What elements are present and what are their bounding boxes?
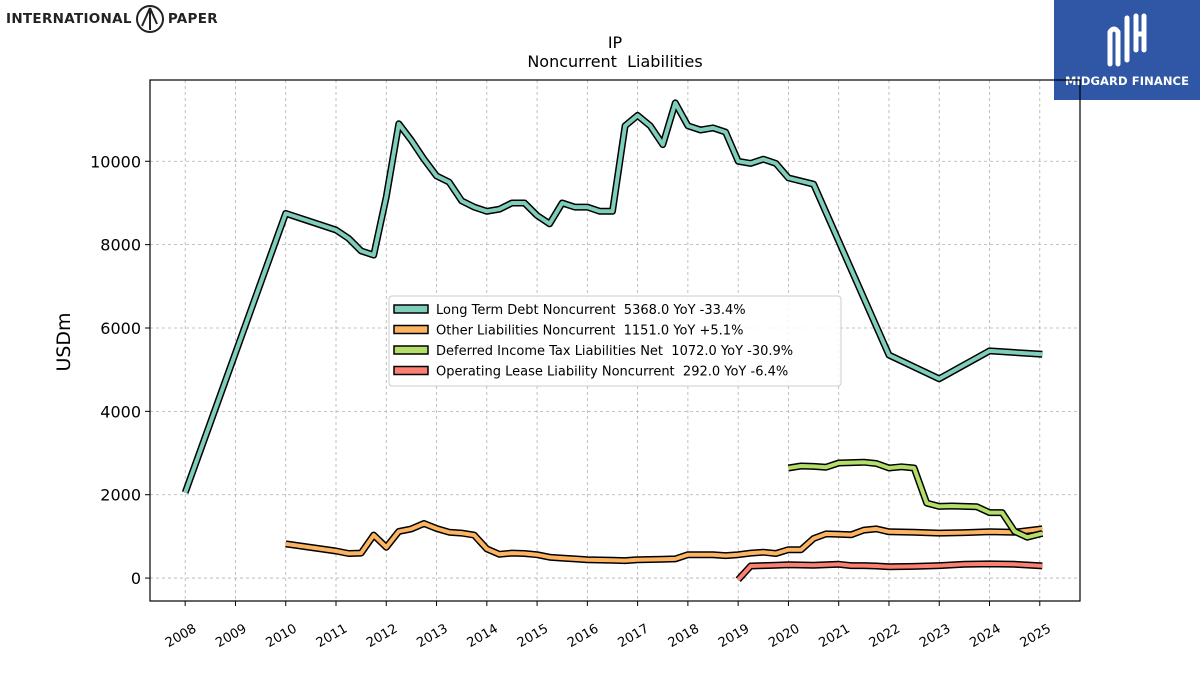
logo-word-international: INTERNATIONAL [6, 11, 132, 27]
x-tick-label: 2010 [264, 621, 300, 651]
y-axis-label: USDm [53, 312, 75, 371]
y-tick-label: 8000 [100, 236, 141, 255]
series-line [183, 100, 1043, 494]
x-tick-label: 2012 [364, 621, 400, 651]
x-tick-label: 2014 [465, 621, 501, 651]
legend-swatch [393, 304, 429, 314]
x-tick-label: 2015 [515, 621, 551, 651]
chart-title: IP [608, 33, 623, 52]
y-tick-label: 10000 [90, 152, 141, 171]
y-tick-label: 6000 [100, 319, 141, 338]
x-tick-label: 2022 [867, 621, 903, 651]
x-tick-label: 2008 [163, 621, 199, 651]
x-tick-label: 2020 [766, 621, 802, 651]
x-tick-label: 2021 [817, 621, 853, 651]
legend-swatch [393, 324, 429, 335]
x-tick-label: 2025 [1018, 621, 1054, 651]
x-tick-label: 2017 [615, 621, 651, 651]
legend-label: Long Term Debt Noncurrent 5368.0 YoY -33… [436, 303, 746, 318]
midgard-finance-logo: MIDGARD FINANCE [1054, 0, 1200, 100]
logo-word-paper: PAPER [167, 11, 218, 27]
x-tick-label: 2023 [917, 621, 953, 651]
x-tick-label: 2016 [565, 621, 601, 651]
y-tick-label: 0 [131, 569, 141, 588]
x-tick-label: 2009 [213, 621, 249, 651]
y-tick-label: 4000 [100, 402, 141, 421]
legend-box [388, 295, 842, 387]
x-tick-label: 2013 [414, 621, 450, 651]
international-paper-logo: INTERNATIONAL PAPER [6, 4, 218, 34]
legend-label: Deferred Income Tax Liabilities Net 1072… [436, 344, 793, 359]
series-line-outline [285, 520, 1043, 565]
midgard-finance-name: MIDGARD FINANCE [1064, 74, 1190, 88]
midgard-emblem-icon [1107, 13, 1147, 67]
x-tick-label: 2019 [716, 621, 752, 651]
series-line [736, 561, 1043, 582]
legend-label: Other Liabilities Noncurrent 1151.0 YoY … [436, 324, 743, 339]
chart-subtitle: Noncurrent Liabilities [527, 52, 702, 71]
x-tick-label: 2018 [666, 621, 702, 651]
x-tick-label: 2024 [967, 621, 1003, 651]
legend-label: Operating Lease Liability Noncurrent 292… [436, 365, 788, 380]
series-line [285, 521, 1043, 563]
x-tick-label: 2011 [314, 621, 350, 651]
y-tick-label: 2000 [100, 486, 141, 505]
legend-swatch [393, 345, 429, 355]
legend-swatch [393, 365, 429, 376]
series-line [788, 460, 1043, 540]
plot-frame [149, 79, 1081, 602]
international-paper-emblem-icon [135, 5, 164, 33]
